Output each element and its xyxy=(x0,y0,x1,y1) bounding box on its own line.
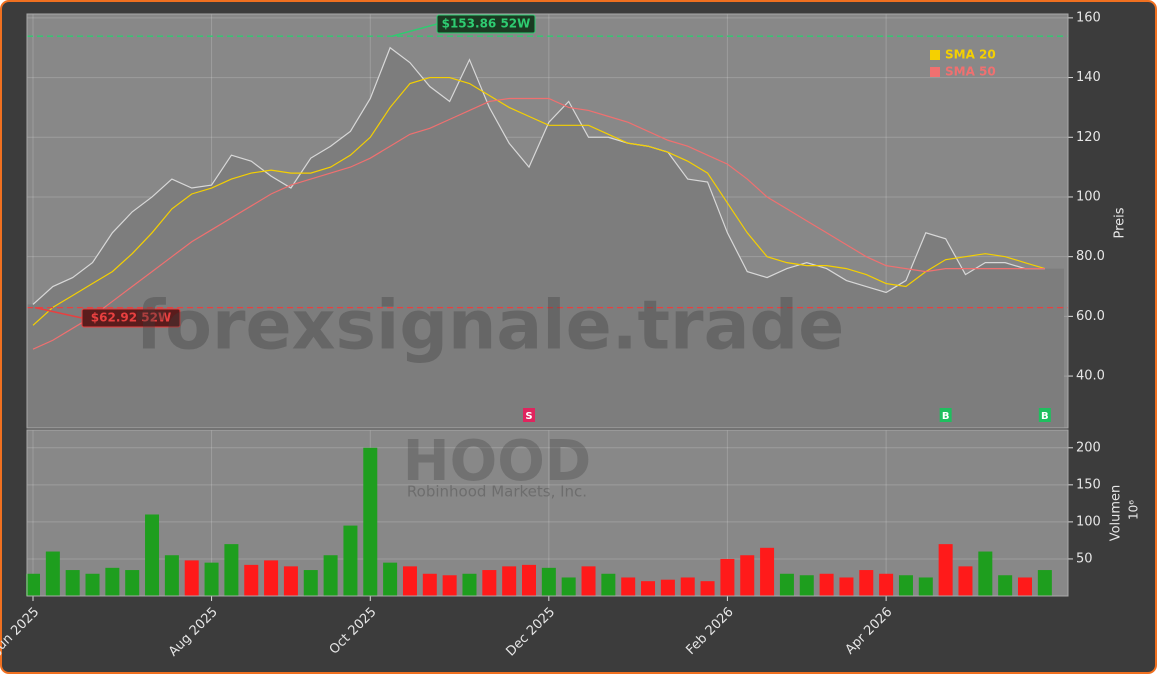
volume-bar xyxy=(918,577,933,596)
volume-bar xyxy=(65,570,80,596)
volume-bar xyxy=(283,566,298,596)
y2-axis-unit: 10⁶ xyxy=(1127,500,1141,520)
volume-bar xyxy=(819,573,834,596)
sma-line xyxy=(32,76,1046,326)
signal-label: B xyxy=(942,411,950,422)
volume-bar xyxy=(760,547,775,596)
y2-axis-label: Volumen xyxy=(1109,485,1124,542)
volume-bar xyxy=(700,581,715,596)
panel-border xyxy=(26,13,1069,429)
watermark-company: Robinhood Markets, Inc. xyxy=(407,483,587,501)
volume-bar xyxy=(898,575,913,596)
signal-label: S xyxy=(525,411,532,422)
volume-bar xyxy=(204,562,219,596)
annotation-arrow xyxy=(34,306,83,319)
volume-bar xyxy=(105,567,120,596)
volume-bar xyxy=(145,514,160,596)
annotation-box xyxy=(81,308,181,328)
y-tick-label: 100 xyxy=(1076,514,1101,529)
watermark: forexsignale.trade xyxy=(136,287,845,366)
volume-bar xyxy=(621,577,636,596)
volume-bar xyxy=(998,575,1013,596)
y-tick-label: 80.0 xyxy=(1076,249,1105,264)
volume-bar xyxy=(839,577,854,596)
y-tick-label: 40.0 xyxy=(1076,369,1105,384)
signal-marker xyxy=(523,408,535,422)
volume-bar xyxy=(779,573,794,596)
legend-swatch xyxy=(930,50,940,60)
volume-bar xyxy=(740,555,755,596)
legend-label: SMA 20 xyxy=(945,48,996,62)
y-tick-label: 100 xyxy=(1076,189,1101,204)
annotation-arrow xyxy=(391,23,438,37)
legend-swatch xyxy=(930,67,940,77)
annotation-label: $153.86 52W xyxy=(442,17,531,31)
volume-bar xyxy=(224,544,239,596)
volume-bar xyxy=(502,566,517,596)
volume-bar xyxy=(264,560,279,596)
volume-bar xyxy=(26,573,40,596)
volume-bar xyxy=(561,577,576,596)
signal-marker xyxy=(1038,408,1051,422)
signal-marker xyxy=(939,408,952,422)
signal-label: B xyxy=(1041,411,1049,422)
volume-bar xyxy=(799,575,814,596)
watermark-ticker: HOOD xyxy=(403,429,592,494)
volume-bar xyxy=(125,570,140,596)
volume-bar xyxy=(1037,570,1052,596)
price-area xyxy=(27,47,1064,428)
y-tick-label: 140 xyxy=(1076,70,1101,85)
volume-bar xyxy=(303,570,318,596)
volume-bar xyxy=(402,566,417,596)
volume-bar xyxy=(323,555,338,596)
annotation-label: $62.92 52W xyxy=(91,311,171,325)
volume-bar xyxy=(978,551,993,596)
volume-bar xyxy=(581,566,596,596)
volume-bar xyxy=(343,525,358,596)
y-tick-label: 50 xyxy=(1076,551,1093,566)
price-line xyxy=(32,46,1045,305)
volume-bar xyxy=(244,564,259,596)
sma-line xyxy=(32,97,1045,350)
volume-bar xyxy=(720,558,735,596)
annotation-box xyxy=(436,14,536,34)
y-tick-label: 150 xyxy=(1076,477,1101,492)
panel-border xyxy=(26,429,1069,597)
volume-bar xyxy=(680,577,695,596)
y-tick-label: 120 xyxy=(1076,130,1101,145)
volume-bar xyxy=(859,570,874,596)
legend-label: SMA 50 xyxy=(945,65,996,79)
volume-bar xyxy=(184,560,199,596)
y-tick-label: 200 xyxy=(1076,440,1101,455)
volume-bar xyxy=(482,570,497,596)
volume-bar xyxy=(958,566,973,596)
volume-bar xyxy=(641,581,656,596)
volume-bar xyxy=(938,544,953,596)
y-tick-label: 60.0 xyxy=(1076,309,1105,324)
volume-bar xyxy=(363,447,378,596)
y-axis-label: Preis xyxy=(1113,207,1128,238)
volume-bar xyxy=(1018,577,1032,596)
volume-bar xyxy=(541,567,556,596)
volume-bar xyxy=(462,573,477,596)
volume-bar xyxy=(45,551,60,596)
volume-bar xyxy=(85,573,100,596)
volume-bar xyxy=(601,573,616,596)
volume-bar xyxy=(422,573,437,596)
volume-bar xyxy=(522,564,536,596)
volume-bar xyxy=(442,575,457,596)
volume-bar xyxy=(383,562,398,596)
y-tick-label: 160 xyxy=(1076,10,1101,25)
volume-bar xyxy=(164,555,179,596)
volume-bar xyxy=(660,579,675,596)
volume-bar xyxy=(879,573,894,596)
